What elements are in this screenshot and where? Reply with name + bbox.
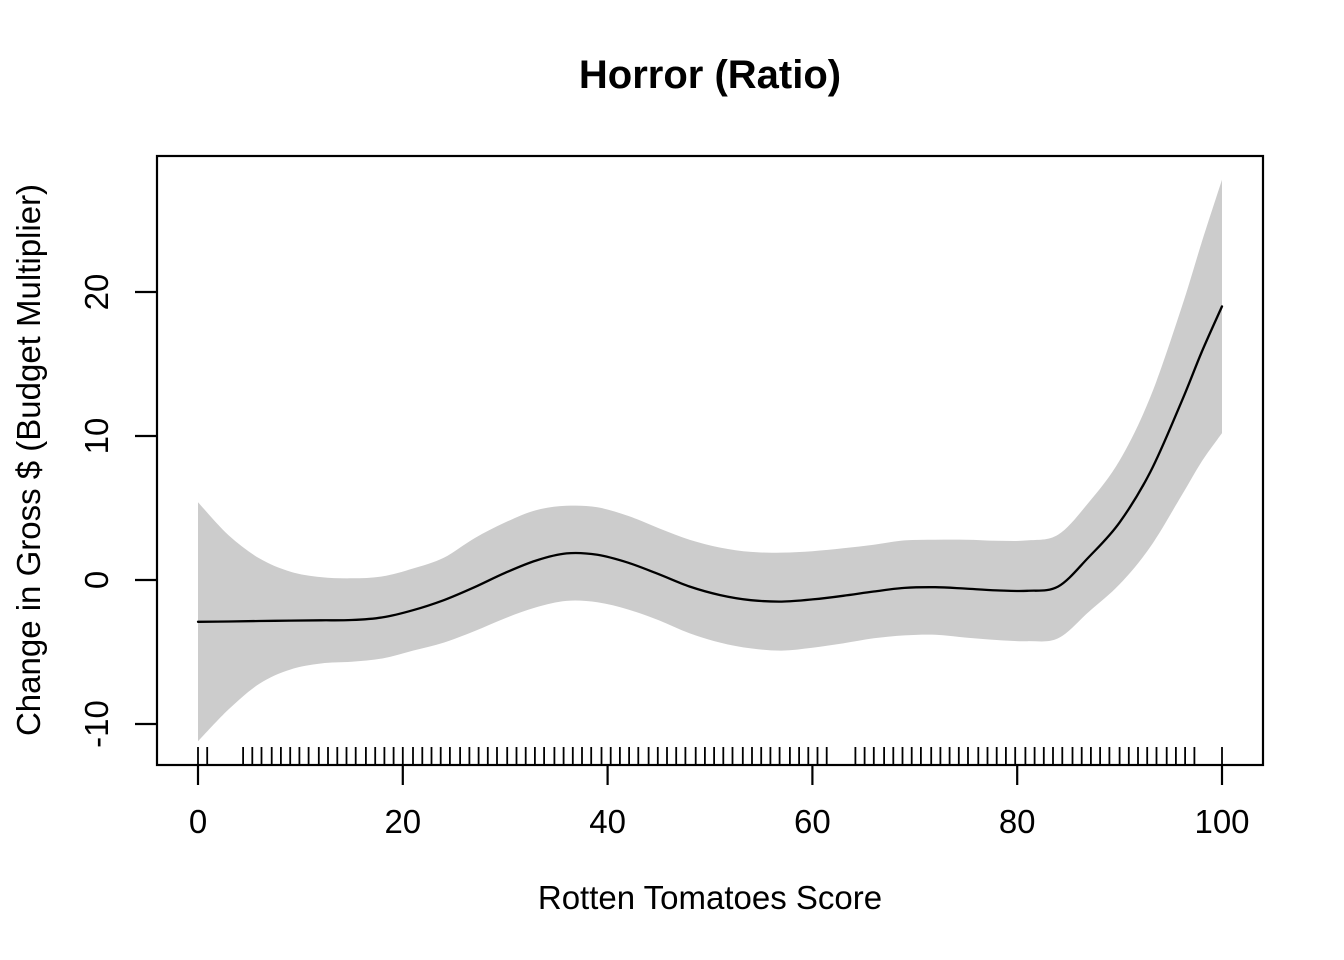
plot-box <box>155 154 1265 767</box>
x-axis-tick-label: 40 <box>589 803 626 840</box>
confidence-band <box>198 179 1222 742</box>
y-axis-tick-label: 0 <box>78 571 115 589</box>
plot-title: Horror (Ratio) <box>578 53 842 97</box>
x-axis-tick-label: 80 <box>999 803 1036 840</box>
y-axis-tick-label: 20 <box>78 274 115 311</box>
smooth-line <box>196 305 1224 623</box>
y-axis-tick-label: -10 <box>78 700 115 748</box>
x-axis-tick-label: 100 <box>1194 803 1249 840</box>
x-axis-label: Rotten Tomatoes Score <box>537 879 883 916</box>
x-axis-tick-label: 60 <box>794 803 831 840</box>
x-axis-tick-label: 0 <box>189 803 207 840</box>
y-axis-tick-label: 10 <box>78 418 115 455</box>
y-axis-label: Change in Gross $ (Budget Multiplier) <box>10 183 47 737</box>
x-axis-tick-label: 20 <box>384 803 421 840</box>
